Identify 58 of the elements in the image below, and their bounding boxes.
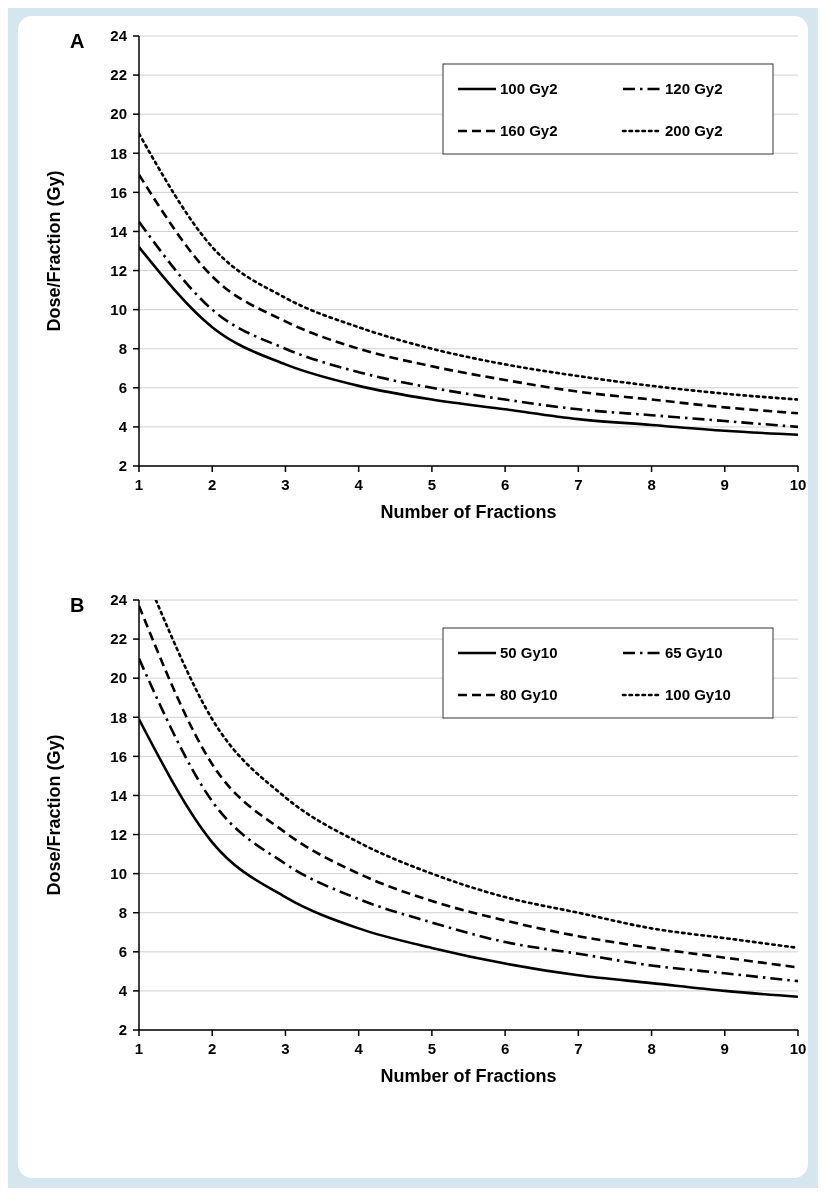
- y-tick-label: 20: [110, 105, 127, 123]
- y-tick-label: 6: [118, 379, 127, 397]
- y-tick-label: 24: [110, 27, 128, 45]
- x-tick-label: 2: [208, 476, 217, 493]
- x-tick-label: 3: [281, 476, 290, 493]
- x-tick-label: 10: [789, 476, 807, 493]
- legend-label: 160 Gy2: [500, 122, 558, 140]
- x-tick-label: 3: [281, 1040, 290, 1057]
- x-tick-label: 7: [574, 476, 583, 493]
- y-tick-label: 22: [110, 66, 127, 84]
- x-tick-label: 6: [500, 476, 510, 493]
- y-tick-label: 20: [110, 669, 127, 687]
- chart-title: B: [70, 594, 85, 616]
- x-tick-label: 8: [647, 476, 656, 493]
- chart-title: A: [70, 30, 85, 52]
- y-tick-label: 22: [110, 630, 127, 648]
- x-tick-label: 1: [134, 1040, 144, 1057]
- x-tick-label: 7: [574, 1040, 583, 1057]
- y-axis-title: Dose/Fraction (Gy): [44, 734, 64, 896]
- y-tick-label: 12: [110, 261, 127, 279]
- x-tick-label: 9: [720, 1040, 729, 1057]
- y-tick-label: 8: [118, 339, 127, 357]
- y-tick-label: 2: [118, 1021, 127, 1039]
- y-tick-label: 4: [118, 982, 128, 1000]
- x-axis-title: Number of Fractions: [380, 502, 557, 522]
- x-tick-label: 9: [720, 476, 729, 493]
- y-tick-label: 14: [110, 222, 128, 240]
- y-tick-label: 10: [110, 300, 127, 318]
- x-tick-label: 1: [134, 476, 144, 493]
- y-tick-label: 8: [118, 903, 127, 921]
- legend-label: 100 Gy10: [665, 686, 731, 704]
- x-tick-label: 4: [354, 1040, 364, 1057]
- legend-label: 80 Gy10: [500, 686, 558, 704]
- x-tick-label: 2: [208, 1040, 217, 1057]
- y-tick-label: 4: [118, 418, 128, 436]
- legend-label: 50 Gy10: [500, 644, 558, 662]
- y-tick-label: 18: [110, 144, 127, 162]
- legend-label: 200 Gy2: [665, 122, 723, 140]
- y-tick-label: 16: [110, 183, 127, 201]
- y-tick-label: 16: [110, 747, 127, 765]
- x-axis-title: Number of Fractions: [380, 1066, 557, 1086]
- x-tick-label: 5: [427, 1040, 437, 1057]
- y-tick-label: 24: [110, 591, 128, 609]
- y-tick-label: 6: [118, 943, 127, 961]
- y-tick-label: 2: [118, 457, 127, 475]
- y-tick-label: 18: [110, 708, 127, 726]
- x-tick-label: 6: [500, 1040, 510, 1057]
- y-tick-label: 10: [110, 864, 127, 882]
- y-tick-label: 12: [110, 825, 127, 843]
- y-axis-title: Dose/Fraction (Gy): [44, 170, 64, 332]
- legend-label: 65 Gy10: [665, 644, 723, 662]
- x-tick-label: 5: [427, 476, 437, 493]
- legend-label: 100 Gy2: [500, 80, 558, 98]
- x-tick-label: 8: [647, 1040, 656, 1057]
- x-tick-label: 10: [789, 1040, 807, 1057]
- y-tick-label: 14: [110, 786, 128, 804]
- x-tick-label: 4: [354, 476, 364, 493]
- legend-label: 120 Gy2: [665, 80, 723, 98]
